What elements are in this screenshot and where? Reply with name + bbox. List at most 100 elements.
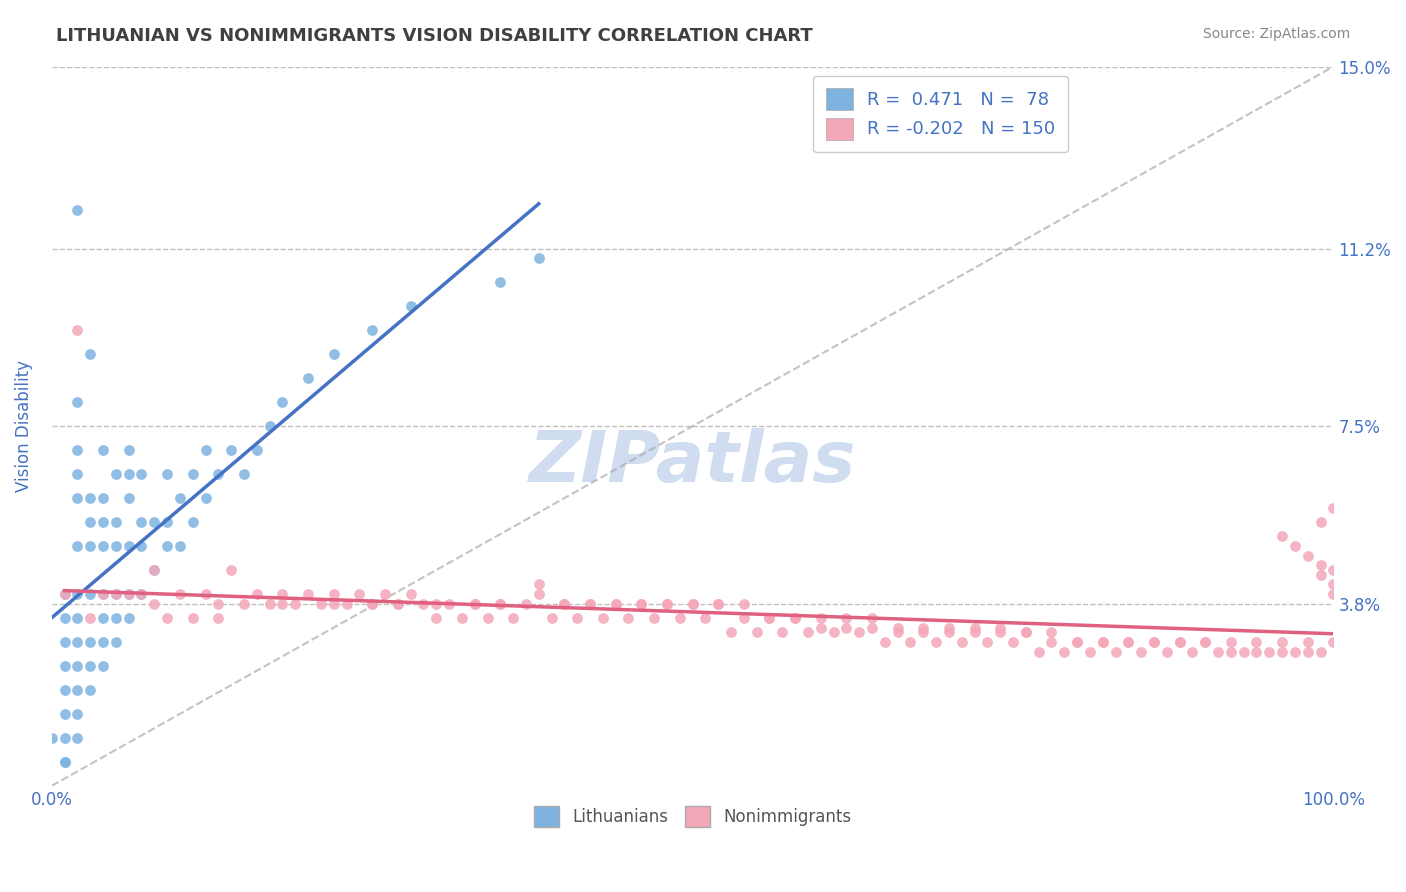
Point [1028,644,1050,658]
Point [117,587,139,601]
Point [361,323,384,337]
Point [707,597,730,611]
Point [412,597,434,611]
Point [117,443,139,458]
Point [181,611,204,625]
Point [963,625,986,640]
Point [233,467,256,482]
Point [1246,635,1268,649]
Point [104,587,127,601]
Point [1040,625,1063,640]
Point [143,563,166,577]
Point [1015,625,1038,640]
Point [349,587,371,601]
Point [835,611,858,625]
Point [91,443,114,458]
Point [745,625,768,640]
Point [1309,644,1331,658]
Point [758,611,780,625]
Point [79,539,101,553]
Point [1168,635,1191,649]
Point [246,587,269,601]
Point [1309,558,1331,573]
Point [1284,644,1306,658]
Point [219,443,242,458]
Point [540,611,562,625]
Point [785,611,807,625]
Point [131,539,153,553]
Point [835,621,858,635]
Legend: Lithuanians, Nonimmigrants: Lithuanians, Nonimmigrants [526,798,859,835]
Point [361,597,384,611]
Point [579,597,602,611]
Point [104,467,127,482]
Point [1078,644,1101,658]
Point [1322,563,1344,577]
Point [655,597,678,611]
Point [1246,644,1268,658]
Point [527,577,550,591]
Point [860,611,883,625]
Point [668,611,690,625]
Point [1322,577,1344,591]
Point [1053,644,1076,658]
Point [770,625,793,640]
Point [527,252,550,266]
Point [143,563,166,577]
Point [53,659,76,673]
Point [502,611,524,625]
Point [938,621,960,635]
Point [1015,625,1038,640]
Point [322,587,344,601]
Point [1118,635,1140,649]
Point [1194,635,1216,649]
Point [387,597,409,611]
Point [1309,515,1331,529]
Point [66,706,89,721]
Point [682,597,704,611]
Point [117,611,139,625]
Point [271,587,294,601]
Point [322,597,344,611]
Point [79,659,101,673]
Point [66,395,89,409]
Point [886,625,908,640]
Point [91,635,114,649]
Point [925,635,948,649]
Point [758,611,780,625]
Point [284,597,307,611]
Text: LITHUANIAN VS NONIMMIGRANTS VISION DISABILITY CORRELATION CHART: LITHUANIAN VS NONIMMIGRANTS VISION DISAB… [56,27,813,45]
Point [66,323,89,337]
Point [950,635,973,649]
Point [156,539,179,553]
Point [527,587,550,601]
Point [181,467,204,482]
Point [464,597,486,611]
Point [53,755,76,769]
Point [117,467,139,482]
Point [1104,644,1126,658]
Point [464,597,486,611]
Point [1219,635,1241,649]
Point [1233,644,1256,658]
Point [219,563,242,577]
Point [91,491,114,505]
Point [297,371,319,385]
Point [53,611,76,625]
Point [1296,635,1319,649]
Point [91,659,114,673]
Point [1130,644,1153,658]
Point [425,597,447,611]
Point [374,587,396,601]
Point [1143,635,1166,649]
Point [66,491,89,505]
Point [1168,635,1191,649]
Point [810,611,832,625]
Point [988,625,1011,640]
Point [41,731,63,745]
Point [912,625,935,640]
Point [1143,635,1166,649]
Point [489,597,512,611]
Point [335,597,357,611]
Point [938,625,960,640]
